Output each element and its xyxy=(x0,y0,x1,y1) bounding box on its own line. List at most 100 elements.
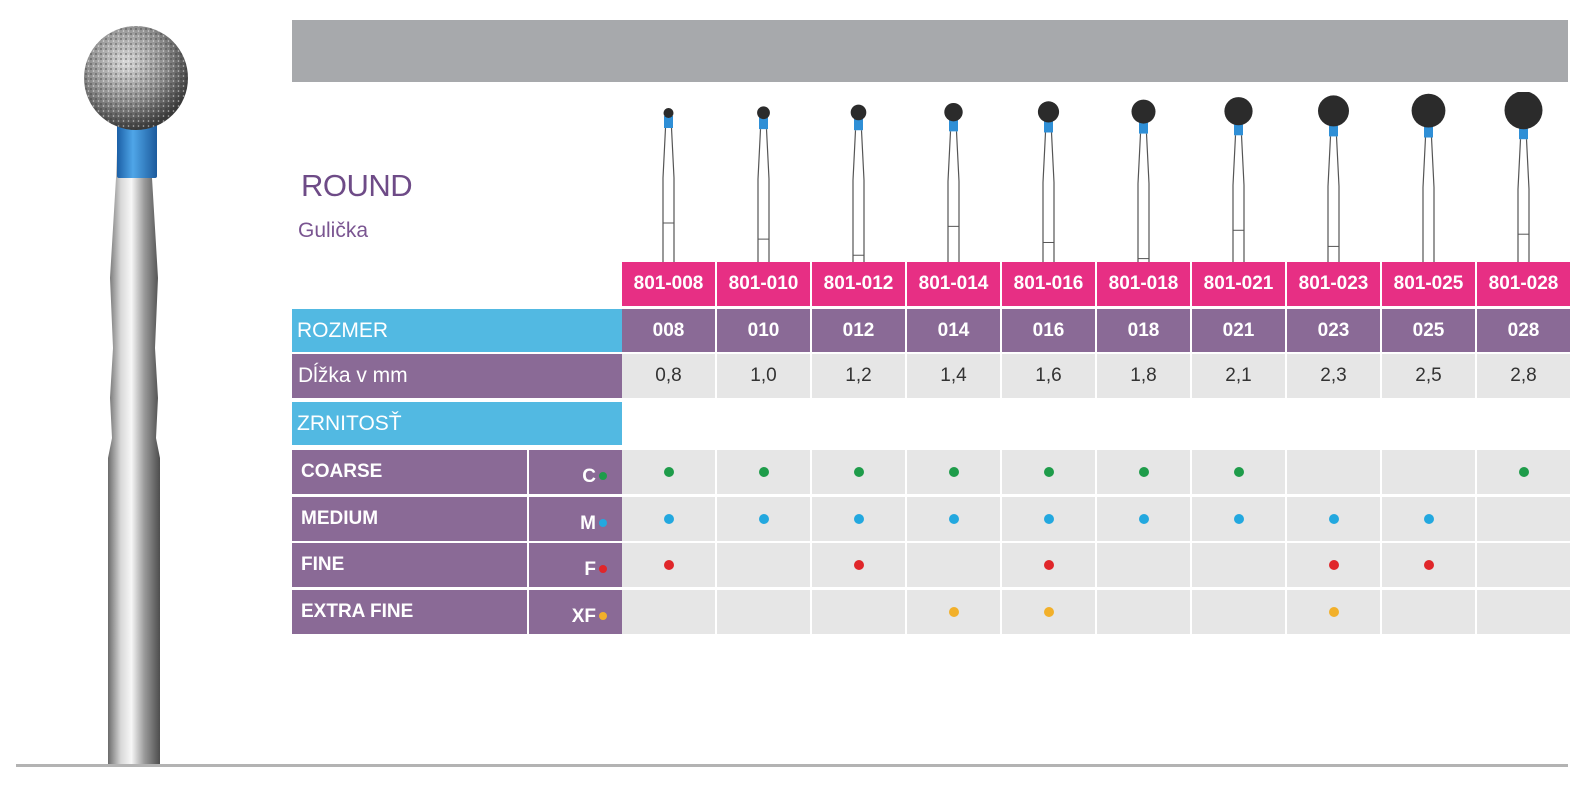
availability-dot xyxy=(663,514,674,524)
availability-dot xyxy=(1138,467,1149,477)
grit-cell xyxy=(1002,590,1095,634)
grit-cell xyxy=(1287,497,1380,541)
length-cell: 1,6 xyxy=(1002,354,1095,398)
availability-dot xyxy=(853,560,864,570)
availability-dot xyxy=(1328,560,1339,570)
grit-cell xyxy=(1287,590,1380,634)
grit-code-label: F xyxy=(584,559,596,580)
length-cell: 1,2 xyxy=(812,354,905,398)
length-cell: 2,3 xyxy=(1287,354,1380,398)
grit-label: ZRNITOSŤ xyxy=(292,402,622,445)
grit-color-dot xyxy=(599,472,607,480)
grit-cell xyxy=(1097,497,1190,541)
size-cell: 028 xyxy=(1477,309,1570,352)
grit-cell xyxy=(1192,590,1285,634)
grit-cell xyxy=(717,450,810,494)
availability-dot xyxy=(948,514,959,524)
length-cell: 1,0 xyxy=(717,354,810,398)
code-cell: 801-021 xyxy=(1192,262,1285,306)
availability-dot xyxy=(853,514,864,524)
grit-cell xyxy=(1382,590,1475,634)
grit-code-label: C xyxy=(582,466,596,487)
code-cell: 801-018 xyxy=(1097,262,1190,306)
availability-dot xyxy=(948,467,959,477)
grit-cell xyxy=(717,497,810,541)
grit-code: XF xyxy=(529,590,622,634)
code-cell: 801-023 xyxy=(1287,262,1380,306)
grit-code-label: XF xyxy=(571,606,596,627)
bur-drawing xyxy=(850,104,867,262)
grit-code: M xyxy=(529,497,622,541)
bottom-divider xyxy=(16,764,1568,767)
availability-dot xyxy=(663,467,674,477)
availability-dot xyxy=(758,514,769,524)
grit-cell xyxy=(812,543,905,587)
grit-cell xyxy=(1477,543,1570,587)
bur-drawing xyxy=(1131,99,1156,262)
size-cell: 021 xyxy=(1192,309,1285,352)
bur-drawing xyxy=(1411,93,1446,262)
grit-cell xyxy=(1002,450,1095,494)
grit-cell xyxy=(812,497,905,541)
code-cell: 801-014 xyxy=(907,262,1000,306)
code-cell: 801-028 xyxy=(1477,262,1570,306)
availability-dot xyxy=(1233,467,1244,477)
code-cell: 801-010 xyxy=(717,262,810,306)
availability-dot xyxy=(1233,514,1244,524)
grit-cell xyxy=(1477,450,1570,494)
grit-cell xyxy=(1477,590,1570,634)
availability-dot xyxy=(758,467,769,477)
availability-dot xyxy=(1423,514,1434,524)
grit-name: MEDIUM xyxy=(292,497,527,541)
length-cell: 2,8 xyxy=(1477,354,1570,398)
bur-drawing xyxy=(1037,101,1060,262)
grit-cell xyxy=(812,450,905,494)
grit-cell xyxy=(907,450,1000,494)
length-cell: 2,5 xyxy=(1382,354,1475,398)
size-cell: 010 xyxy=(717,309,810,352)
grit-cell xyxy=(1287,450,1380,494)
grit-cell xyxy=(622,497,715,541)
code-cell: 801-025 xyxy=(1382,262,1475,306)
bur-drawing xyxy=(1504,92,1543,262)
grit-cell xyxy=(812,590,905,634)
grit-color-dot xyxy=(599,612,607,620)
header-bar xyxy=(292,20,1568,82)
size-cell: 012 xyxy=(812,309,905,352)
size-cell: 018 xyxy=(1097,309,1190,352)
grit-cell xyxy=(622,450,715,494)
availability-dot xyxy=(663,560,674,570)
availability-dot xyxy=(853,467,864,477)
grit-code-label: M xyxy=(580,513,596,534)
grit-cell xyxy=(1477,497,1570,541)
size-cell: 025 xyxy=(1382,309,1475,352)
size-cell: 016 xyxy=(1002,309,1095,352)
bur-drawings xyxy=(662,92,1543,262)
grit-cell xyxy=(907,543,1000,587)
grit-code: F xyxy=(529,543,622,587)
size-label: ROZMER xyxy=(292,309,622,352)
grit-code: C xyxy=(529,450,622,494)
availability-dot xyxy=(1328,514,1339,524)
availability-dot xyxy=(1423,560,1434,570)
grit-cell xyxy=(717,590,810,634)
availability-dot xyxy=(1043,560,1054,570)
grit-cell xyxy=(907,497,1000,541)
grit-cell xyxy=(1002,543,1095,587)
grit-cell xyxy=(1287,543,1380,587)
grit-name: EXTRA FINE xyxy=(292,590,527,634)
grit-color-dot xyxy=(599,519,607,527)
size-cell: 014 xyxy=(907,309,1000,352)
grit-cell xyxy=(1097,450,1190,494)
availability-dot xyxy=(1043,607,1054,617)
bur-drawing xyxy=(662,108,675,262)
grit-cell xyxy=(1192,450,1285,494)
grit-cell xyxy=(622,590,715,634)
grit-cell xyxy=(907,590,1000,634)
availability-dot xyxy=(948,607,959,617)
bur-photo xyxy=(84,26,188,765)
grit-cell xyxy=(1097,590,1190,634)
size-cell: 023 xyxy=(1287,309,1380,352)
size-cell: 008 xyxy=(622,309,715,352)
length-label: Dĺžka v mm xyxy=(292,354,622,398)
